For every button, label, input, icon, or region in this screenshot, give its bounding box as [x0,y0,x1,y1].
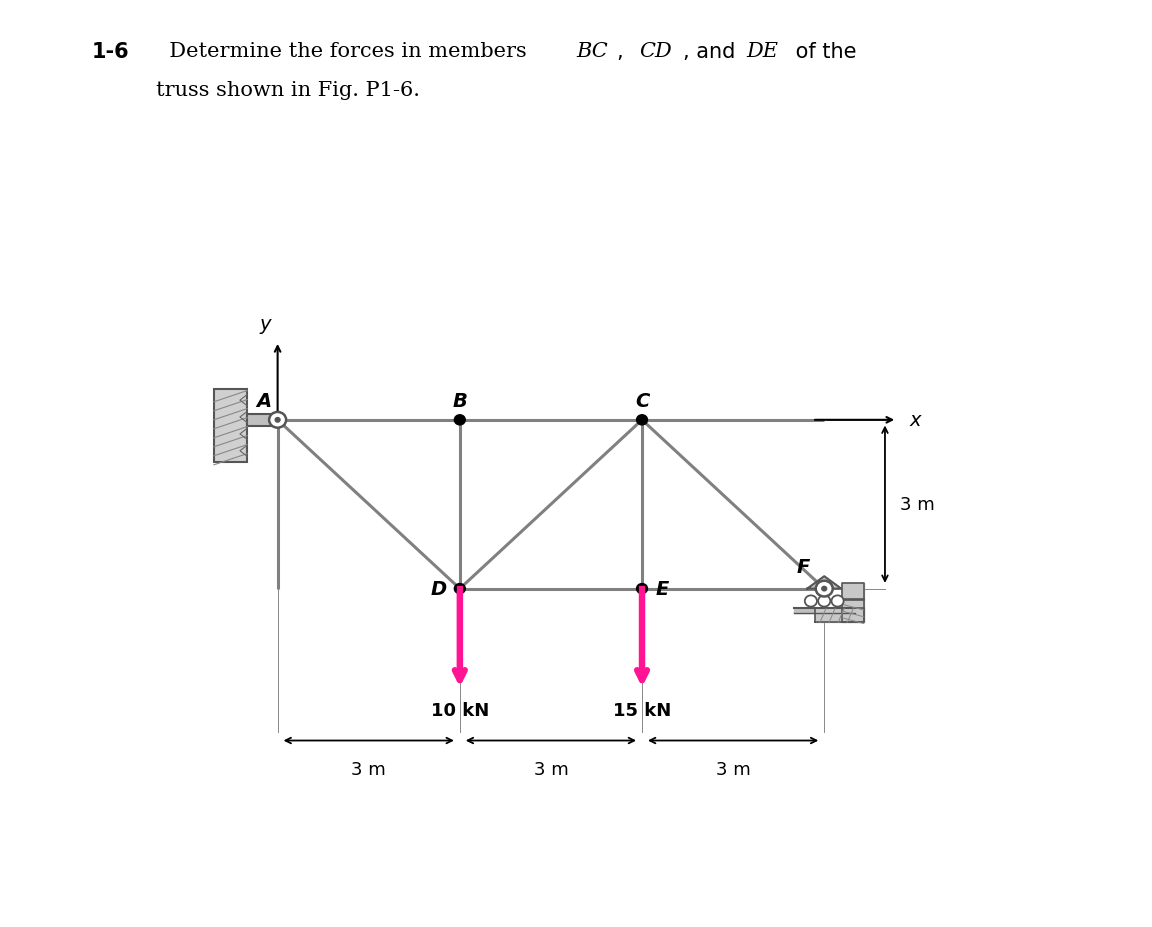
Circle shape [454,415,465,425]
Polygon shape [816,609,864,623]
Circle shape [832,596,843,607]
Text: 3 m: 3 m [351,760,386,779]
Text: ,: , [616,42,623,62]
Circle shape [270,413,286,428]
Text: C: C [635,391,649,411]
Circle shape [821,587,827,591]
Text: E: E [655,579,669,599]
Text: DE: DE [746,42,779,60]
Polygon shape [842,599,864,623]
Text: , and: , and [683,42,742,62]
Text: B: B [453,391,468,411]
FancyBboxPatch shape [214,389,248,463]
Text: Determine the forces in members: Determine the forces in members [156,42,533,60]
Circle shape [637,584,647,594]
Text: A: A [257,391,272,411]
Text: 15 kN: 15 kN [613,702,672,719]
Polygon shape [842,583,864,600]
Text: x: x [909,411,920,430]
Circle shape [818,596,831,607]
Polygon shape [808,577,841,589]
Circle shape [272,415,283,425]
Text: D: D [430,579,447,599]
Text: y: y [259,314,271,333]
Text: BC: BC [576,42,608,60]
Text: 1-6: 1-6 [92,42,130,62]
Text: 3 m: 3 m [533,760,568,779]
Text: F: F [796,558,810,577]
Circle shape [816,581,833,597]
Circle shape [454,584,465,594]
Text: CD: CD [639,42,672,60]
Text: 10 kN: 10 kN [431,702,488,719]
FancyBboxPatch shape [248,414,278,426]
Text: of the: of the [789,42,857,62]
Circle shape [275,418,280,423]
Text: 3 m: 3 m [900,496,935,514]
Circle shape [637,415,647,425]
Text: truss shown in Fig. P1-6.: truss shown in Fig. P1-6. [156,81,419,99]
Circle shape [805,596,817,607]
Polygon shape [794,608,855,614]
Text: 3 m: 3 m [715,760,750,779]
